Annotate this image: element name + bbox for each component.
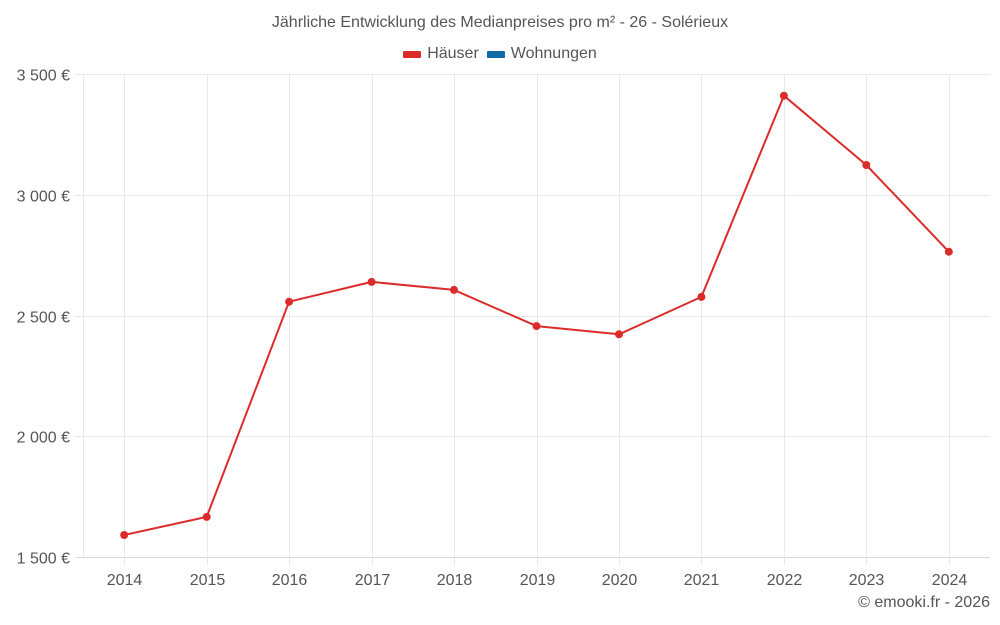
y-tick-label: 3 000 € [17,189,70,206]
x-tick-label: 2022 [767,572,803,589]
series-line [123,94,950,536]
x-tick-label: 2023 [849,572,885,589]
data-point[interactable] [367,277,376,286]
data-point[interactable] [120,531,129,539]
data-point[interactable] [285,297,294,306]
y-tick-label: 2 500 € [17,310,70,327]
x-tick-label: 2024 [932,572,968,589]
data-point[interactable] [697,292,706,301]
data-point[interactable] [450,285,458,294]
x-axis: 2014 2015 2016 2017 2018 2019 2020 2021 2022 2023… [107,572,968,589]
x-tick-label: 2021 [684,572,720,589]
data-point[interactable] [862,161,871,169]
legend-label-houses: Häuser [427,45,479,62]
chart-title: Jährliche Entwicklung des Medianpreises … [271,14,729,31]
y-axis: 1 500 € 2 000 € 2 500 € 3 000 € 3 500 € [17,68,70,568]
series-houses [120,91,953,539]
x-tick-label: 2014 [107,572,143,589]
x-tick-label: 2020 [602,572,638,589]
data-point[interactable] [615,330,623,339]
y-tick-label: 1 500 € [17,551,70,568]
y-tick-label: 2 000 € [17,430,70,447]
data-point[interactable] [202,512,211,521]
x-tick-label: 2018 [437,572,473,589]
legend-item-apartments[interactable]: Wohnungen [486,45,597,63]
legend-label-apartments: Wohnungen [510,45,597,62]
data-point[interactable] [779,91,788,100]
credits[interactable]: © emooki.fr - 2026 [858,594,990,611]
legend: Häuser Wohnungen [0,45,1000,63]
x-tick-label: 2015 [190,572,226,589]
legend-swatch-houses [403,50,422,58]
x-tick-label: 2017 [355,572,391,589]
x-tick-label: 2019 [520,572,556,589]
x-tick-label: 2016 [272,572,308,589]
grid-lines [75,74,990,565]
legend-item-houses[interactable]: Häuser [403,45,479,63]
legend-swatch-apartments [486,50,505,58]
y-tick-label: 3 500 € [17,68,70,85]
data-point[interactable] [944,247,953,256]
data-point[interactable] [532,322,541,331]
